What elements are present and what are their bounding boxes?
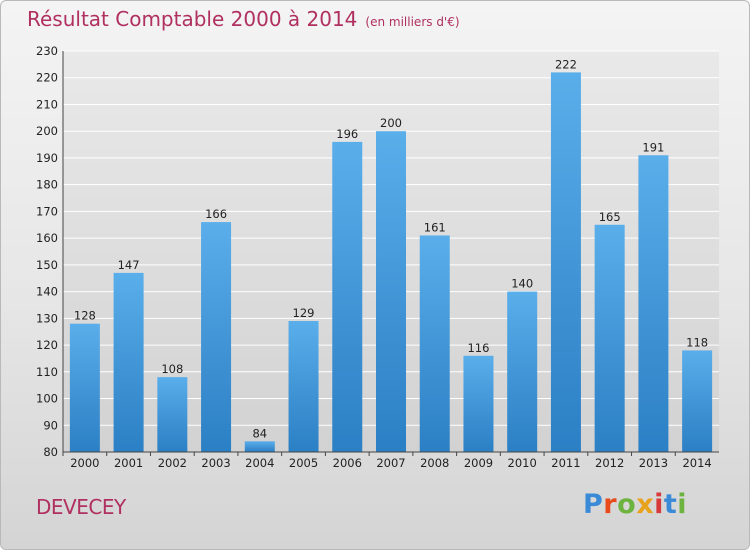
bar-2001 <box>113 272 144 452</box>
x-tick-label-2014: 2014 <box>682 456 711 470</box>
y-tick-label: 130 <box>36 311 58 325</box>
data-label-2010: 140 <box>511 277 533 291</box>
data-label-2002: 108 <box>161 362 183 376</box>
bars-group <box>69 72 713 453</box>
chart-title: Résultat Comptable 2000 à 2014 (en millie… <box>27 7 460 31</box>
data-labels: 128 147 108 166 84 129 196 200 161 116 140 222 165 19… <box>74 57 708 440</box>
x-tick-label-2002: 2002 <box>158 456 187 470</box>
logo-letter: t <box>663 489 678 520</box>
y-tick-label: 210 <box>36 97 58 111</box>
bar-2011 <box>550 72 581 453</box>
data-label-2011: 222 <box>555 57 577 71</box>
y-tick-label: 200 <box>36 124 58 138</box>
axes <box>62 51 719 456</box>
data-label-2005: 129 <box>293 306 315 320</box>
y-tick-label: 180 <box>36 178 58 192</box>
commune-name: DEVECEY <box>36 495 126 519</box>
y-tick-label: 230 <box>36 44 58 58</box>
bar-2013 <box>638 155 669 452</box>
logo-letter: i <box>677 489 688 520</box>
bar-2003 <box>201 222 232 452</box>
logo-letter: o <box>617 489 637 520</box>
bar-2012 <box>594 224 625 452</box>
bar-2008 <box>419 235 450 452</box>
y-tick-label: 190 <box>36 151 58 165</box>
bar-2007 <box>376 131 406 452</box>
y-tick-labels: 80 90 100 110 120 130 140 150 160 170 180 190 200 210… <box>36 44 58 459</box>
logo-letter: i <box>654 489 664 520</box>
bar-2006 <box>332 141 363 453</box>
data-label-2006: 196 <box>336 127 358 141</box>
x-tick-labels: 2000 2001 2002 2003 2004 2005 2006 2007 2008 2009… <box>70 456 712 470</box>
chart-title-text: Résultat Comptable 2000 à 2014 <box>27 7 358 31</box>
x-tick-label-2008: 2008 <box>420 456 449 470</box>
x-tick-label-2006: 2006 <box>333 456 362 470</box>
y-tick-label: 120 <box>36 338 58 352</box>
y-tick-label: 150 <box>36 258 58 272</box>
data-label-2013: 191 <box>642 140 664 154</box>
bar-2005 <box>288 321 319 452</box>
logo-letter: r <box>603 489 618 520</box>
x-tick-label-2001: 2001 <box>114 456 143 470</box>
bar-2002 <box>157 377 188 452</box>
logo-letter: P <box>583 489 604 520</box>
x-tick-label-2003: 2003 <box>201 456 230 470</box>
data-label-2014: 118 <box>686 335 708 349</box>
x-tick-label-2009: 2009 <box>464 456 493 470</box>
data-label-2012: 165 <box>599 210 621 224</box>
y-tick-label: 220 <box>36 71 58 85</box>
y-tick-label: 170 <box>36 204 58 218</box>
bar-2004 <box>244 441 275 452</box>
y-tick-label: 140 <box>36 285 58 299</box>
y-tick-label: 160 <box>36 231 58 245</box>
x-tick-label-2005: 2005 <box>289 456 318 470</box>
bar-2000 <box>69 323 100 452</box>
x-tick-label-2013: 2013 <box>639 456 668 470</box>
x-tick-label-2007: 2007 <box>376 456 405 470</box>
data-label-2003: 166 <box>205 207 227 221</box>
y-tick-label: 80 <box>43 445 58 459</box>
x-tick-label-2010: 2010 <box>508 456 537 470</box>
logo-letter: x <box>636 489 655 520</box>
data-label-2007: 200 <box>380 116 402 130</box>
x-tick-label-2011: 2011 <box>551 456 580 470</box>
y-tick-label: 110 <box>36 365 58 379</box>
y-tick-label: 100 <box>36 392 58 406</box>
data-label-2009: 116 <box>467 341 489 355</box>
data-label-2008: 161 <box>424 220 446 234</box>
data-label-2000: 128 <box>74 309 96 323</box>
x-tick-label-2004: 2004 <box>245 456 274 470</box>
bar-2014 <box>682 350 713 452</box>
proxiti-logo: Proxiti <box>583 489 687 520</box>
y-tick-label: 90 <box>43 418 58 432</box>
x-tick-label-2012: 2012 <box>595 456 624 470</box>
data-label-2001: 147 <box>118 258 140 272</box>
bar-2010 <box>507 291 538 452</box>
x-tick-label-2000: 2000 <box>70 456 99 470</box>
chart-unit: (en milliers d'€) <box>365 15 460 29</box>
data-label-2004: 84 <box>252 426 267 440</box>
bar-2009 <box>463 355 494 452</box>
